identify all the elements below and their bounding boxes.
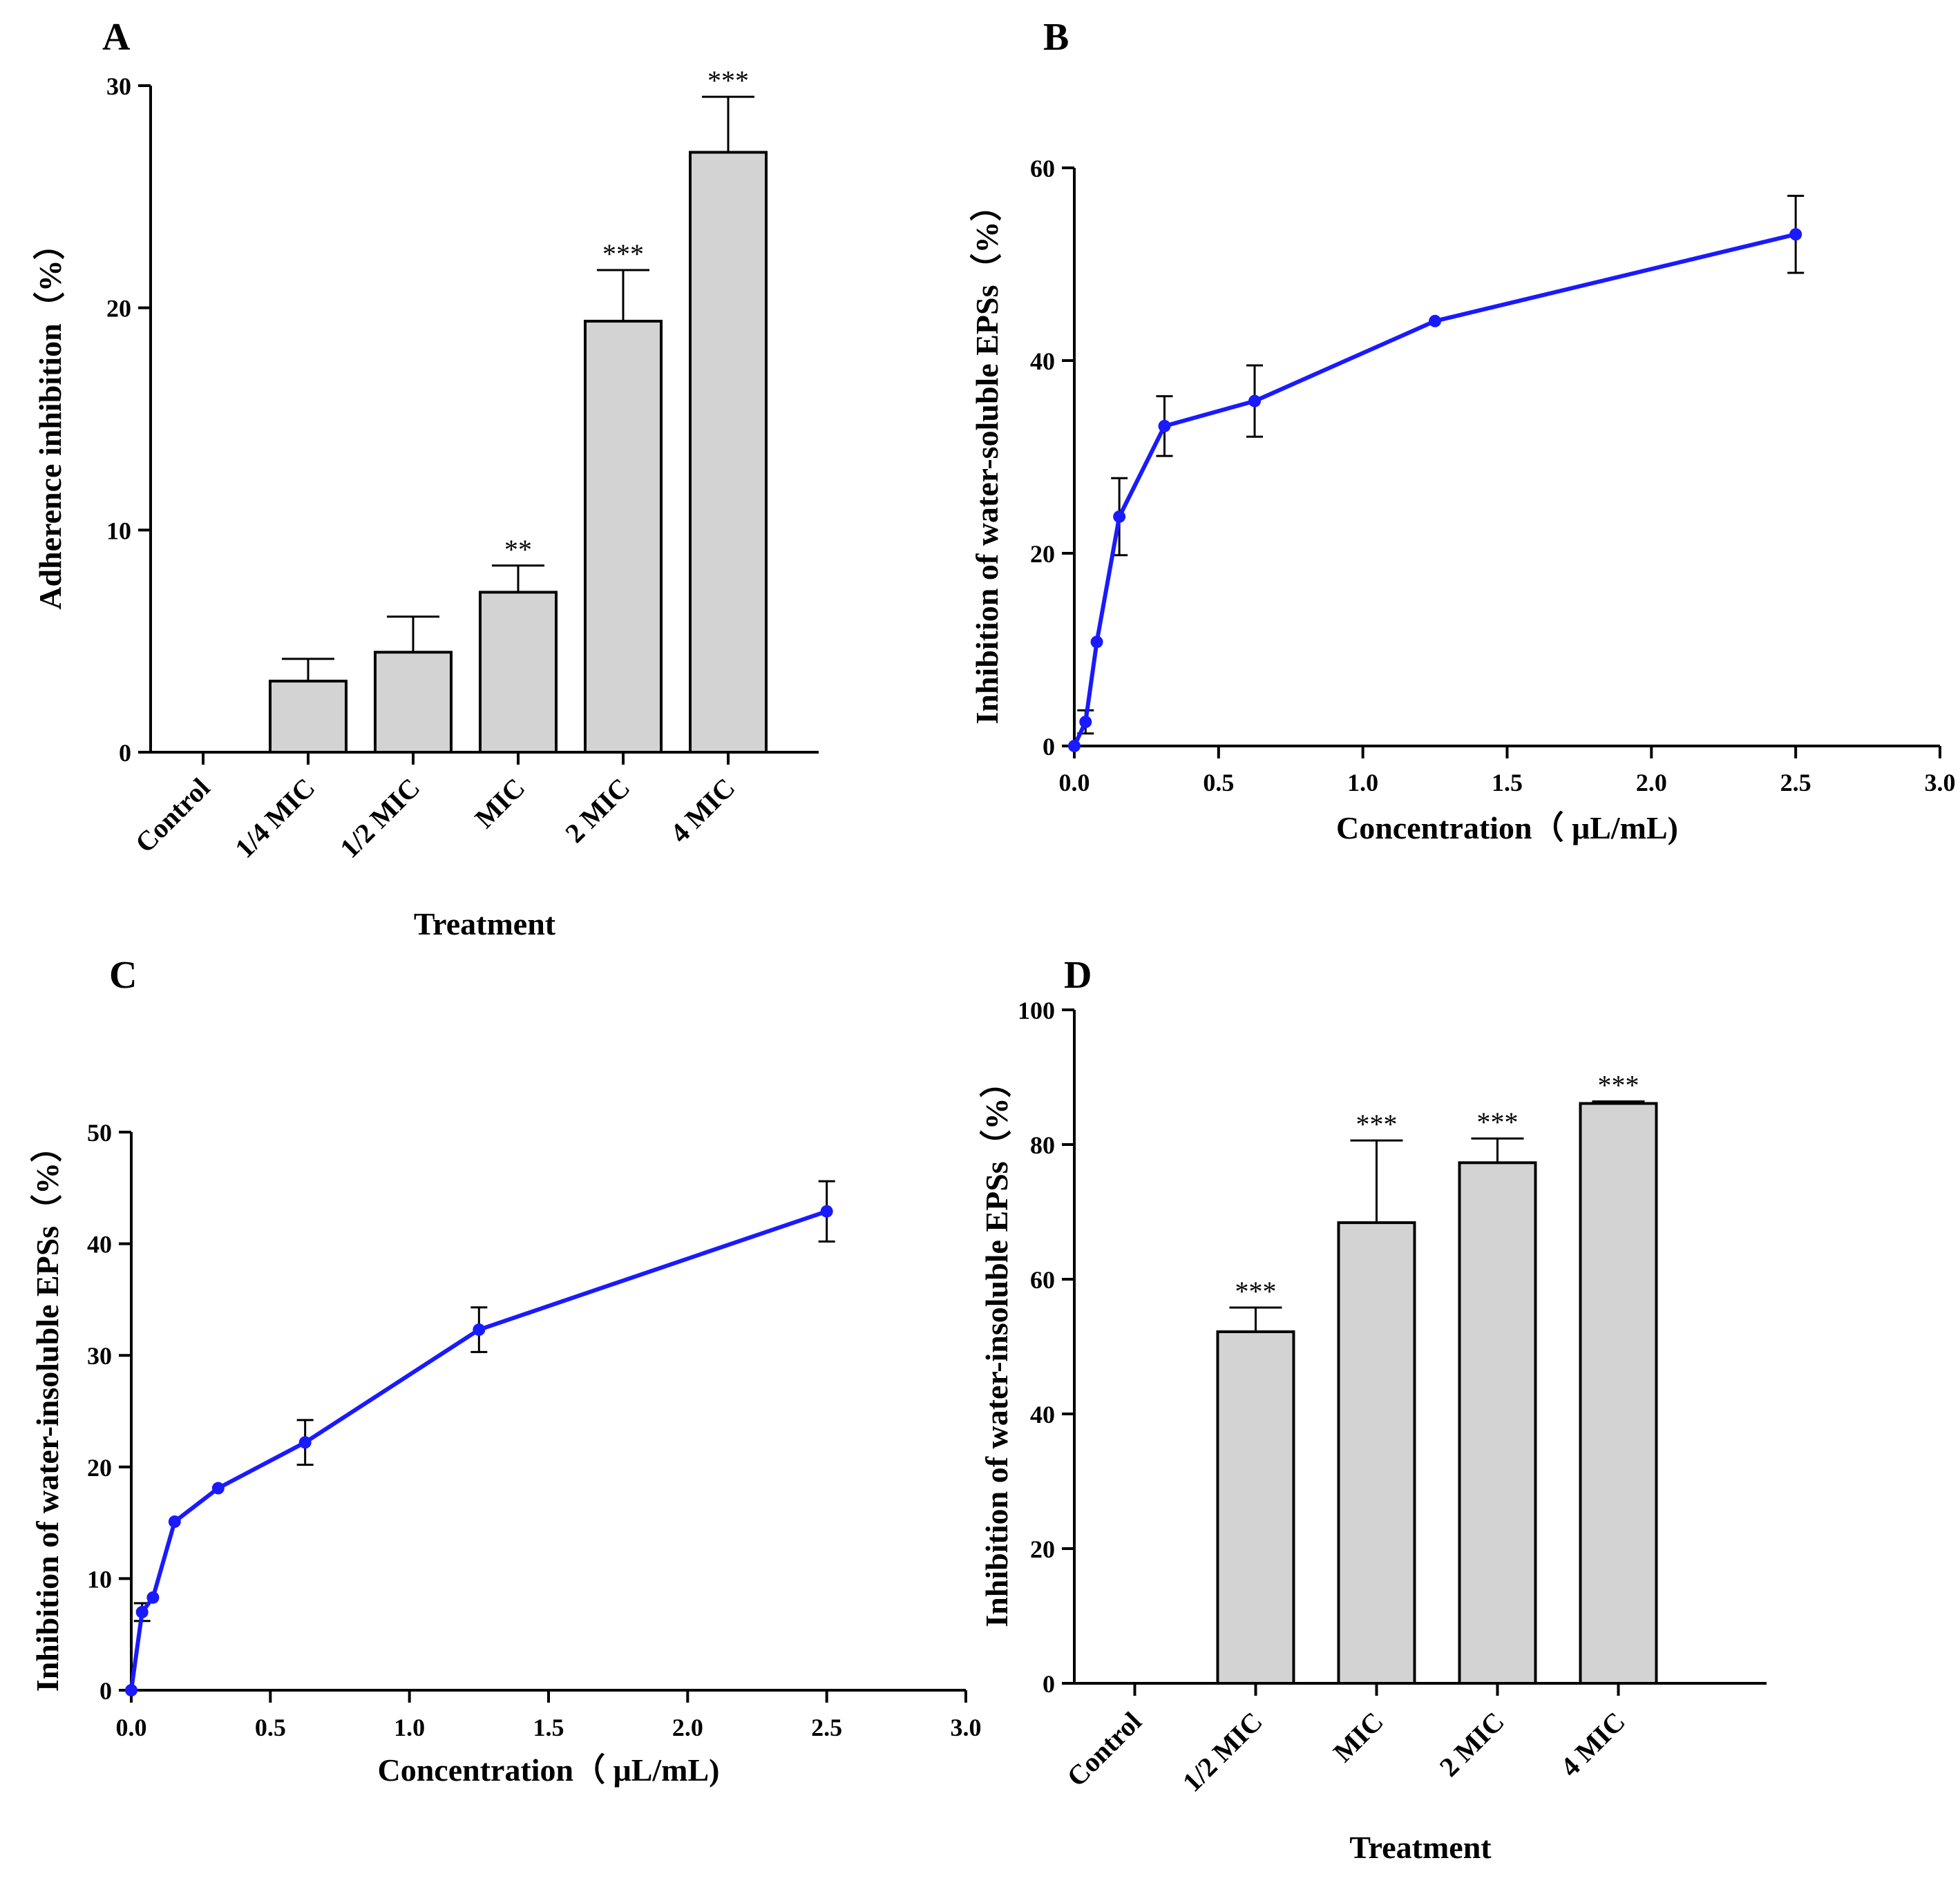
x-category-label: 4 MIC [1554, 1706, 1631, 1783]
x-tick-label: 1.0 [1347, 769, 1378, 796]
y-tick-label: 20 [106, 295, 131, 323]
significance-marker: *** [1235, 1276, 1277, 1307]
data-point [135, 1605, 149, 1618]
panel-c: C 0 10 20 30 40 50 0.0 0.5 1.0 1.5 2.0 2.5 3.0 Concent… [30, 954, 982, 1788]
x-tick-label: 2.5 [811, 1714, 842, 1741]
x-category-label: 1/4 MIC [229, 772, 321, 864]
panel-a: A 0 10 20 30 Control 1/4 MIC 1/2 MIC ** MIC *** 2 M… [32, 16, 819, 941]
x-axis-title: Treatment [1349, 1830, 1492, 1865]
data-point [1158, 419, 1171, 432]
y-tick-label: 40 [1030, 347, 1055, 375]
data-point [298, 1436, 312, 1449]
panel-b: B 0 20 40 60 0.0 0.5 1.0 1.5 2.0 2.5 3.0 Concentrati… [969, 16, 1956, 845]
x-tick-label: 1.5 [533, 1714, 564, 1741]
data-point [473, 1323, 486, 1337]
significance-marker: *** [602, 238, 644, 269]
y-axis-title: Inhibition of water-insoluble EPSs（%） [979, 1066, 1014, 1627]
y-tick-label: 0 [119, 739, 131, 767]
y-tick-label: 10 [87, 1565, 112, 1593]
x-axis-title: Concentration（ μL/mL) [1336, 810, 1678, 845]
data-point [211, 1482, 225, 1495]
data-point [1248, 394, 1262, 408]
y-tick-label: 100 [1018, 997, 1055, 1024]
x-category-label: 1/2 MIC [334, 772, 426, 864]
x-tick-label: 0.5 [1203, 769, 1234, 796]
bar [1216, 1330, 1295, 1685]
data-point [146, 1591, 160, 1604]
y-tick-label: 10 [106, 517, 131, 544]
data-point [1429, 314, 1442, 327]
significance-marker: ** [504, 534, 532, 565]
y-tick-label: 60 [1030, 155, 1055, 182]
x-axis-title: Treatment [414, 906, 556, 941]
x-tick-label: 0.0 [1059, 769, 1090, 796]
x-tick-label: 1.0 [394, 1714, 425, 1741]
x-category-label: MIC [468, 772, 531, 834]
bar [1458, 1161, 1537, 1685]
significance-marker: *** [707, 65, 749, 96]
x-tick-label: 3.0 [951, 1714, 982, 1741]
series-line [1072, 232, 1796, 747]
x-tick-label: 3.0 [1925, 769, 1956, 796]
data-point [1079, 716, 1092, 729]
panel-label: C [109, 954, 137, 997]
x-axis-title: Concentration（ μL/mL) [378, 1752, 720, 1788]
bar [1337, 1221, 1416, 1685]
significance-marker: *** [1356, 1109, 1398, 1140]
data-point [1090, 635, 1103, 649]
x-tick-label: 2.0 [672, 1714, 703, 1741]
x-category-label: 4 MIC [664, 772, 741, 849]
y-axis-title: Inhibition of water-soluble EPSs（%） [969, 189, 1005, 724]
significance-marker: *** [1477, 1107, 1519, 1138]
x-tick-label: 2.0 [1636, 769, 1667, 796]
bar [1579, 1102, 1658, 1685]
y-tick-label: 80 [1030, 1131, 1055, 1159]
panel-label: A [102, 16, 131, 59]
x-category-label: Control [1060, 1706, 1148, 1793]
panel-label: D [1064, 954, 1092, 997]
panel-label: B [1043, 16, 1069, 59]
data-point [1113, 510, 1126, 523]
x-tick-label: 0.5 [255, 1714, 286, 1741]
data-point [820, 1205, 833, 1218]
data-point [1789, 228, 1802, 241]
y-tick-label: 0 [99, 1677, 112, 1705]
x-tick-label: 0.0 [116, 1714, 147, 1741]
y-tick-label: 60 [1030, 1266, 1055, 1294]
y-tick-label: 20 [1030, 540, 1055, 568]
bar [689, 151, 768, 754]
data-point [125, 1684, 137, 1696]
x-category-label: 2 MIC [1434, 1706, 1510, 1783]
x-tick-label: 2.5 [1780, 769, 1811, 796]
x-category-label: 2 MIC [559, 772, 636, 849]
bar [584, 319, 663, 754]
x-category-label: 1/2 MIC [1177, 1706, 1268, 1798]
y-tick-label: 40 [87, 1231, 112, 1259]
y-tick-label: 0 [1043, 733, 1055, 760]
y-tick-label: 20 [87, 1454, 112, 1482]
y-axis-title: Inhibition of water-insoluble EPSs（%） [30, 1131, 65, 1692]
bar [374, 651, 453, 754]
y-tick-label: 30 [106, 73, 131, 100]
y-axis-title: Adherence inhibition（%） [32, 228, 68, 610]
x-tick-label: 1.5 [1492, 769, 1523, 796]
x-category-label: Control [129, 772, 216, 859]
y-tick-label: 0 [1043, 1670, 1055, 1698]
bar [479, 591, 558, 754]
series-line [129, 1209, 828, 1691]
data-point [168, 1515, 181, 1528]
bar [269, 680, 348, 754]
y-tick-label: 30 [87, 1342, 112, 1370]
x-category-label: MIC [1327, 1706, 1389, 1768]
y-tick-label: 40 [1030, 1401, 1055, 1428]
data-point [1068, 740, 1081, 752]
significance-marker: *** [1598, 1070, 1639, 1101]
y-tick-label: 20 [1030, 1535, 1055, 1563]
panel-d: D 0 20 40 60 80 100 Control *** 1/2 MIC *** MIC *** 2… [979, 954, 1767, 1865]
y-tick-label: 50 [87, 1119, 112, 1147]
